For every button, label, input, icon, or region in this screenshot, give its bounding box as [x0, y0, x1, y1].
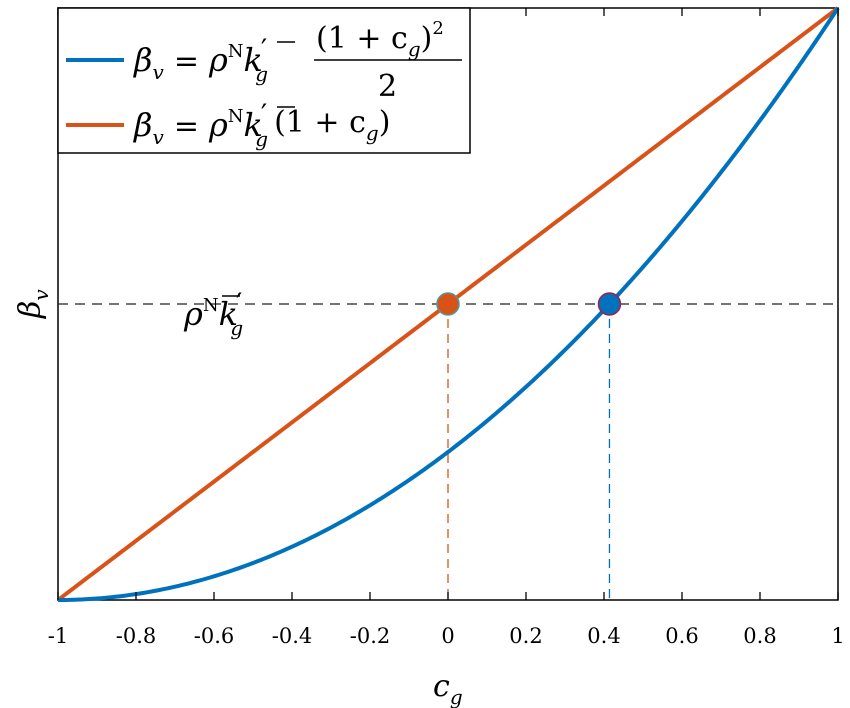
x-tick-label: 0	[441, 624, 454, 648]
x-tick-label: -0.2	[350, 624, 391, 648]
legend-label-quadratic: βv = ρNk′ g	[133, 33, 268, 86]
legend1-numerator: (1 + cg)2	[316, 18, 444, 61]
x-tick-label: 0.4	[587, 624, 620, 648]
legend-label-linear: βv = ρNk′ g (1 + cg)	[133, 98, 390, 151]
x-tick-label: -0.6	[194, 624, 235, 648]
marker-quadratic	[597, 292, 622, 316]
x-tick-label: 0.2	[509, 624, 542, 648]
x-tick-label: 0.8	[743, 624, 776, 648]
marker-linear	[436, 292, 460, 316]
x-tick-label: -0.8	[116, 624, 157, 648]
x-tick-label: 0.6	[665, 624, 698, 648]
x-tick-label: -1	[48, 624, 68, 648]
x-tick-label: 1	[831, 624, 844, 648]
legend: βv = ρNk′ g (1 + cg)2 2 βv = ρNk′ g (1 + cg)	[57, 7, 471, 154]
reference-line-label: ρNk′ g	[183, 287, 243, 340]
series-line-quadratic	[57, 6, 840, 602]
x-tick-label: -0.4	[272, 624, 313, 648]
x-axis-label: cg	[433, 669, 463, 708]
y-axis-label: βv	[13, 289, 53, 319]
legend1-denominator: 2	[378, 69, 397, 104]
x-ticks: -1 -0.8 -0.6 -0.4 -0.2 0 0.2 0.4 0.6 0.8 1	[48, 8, 845, 648]
